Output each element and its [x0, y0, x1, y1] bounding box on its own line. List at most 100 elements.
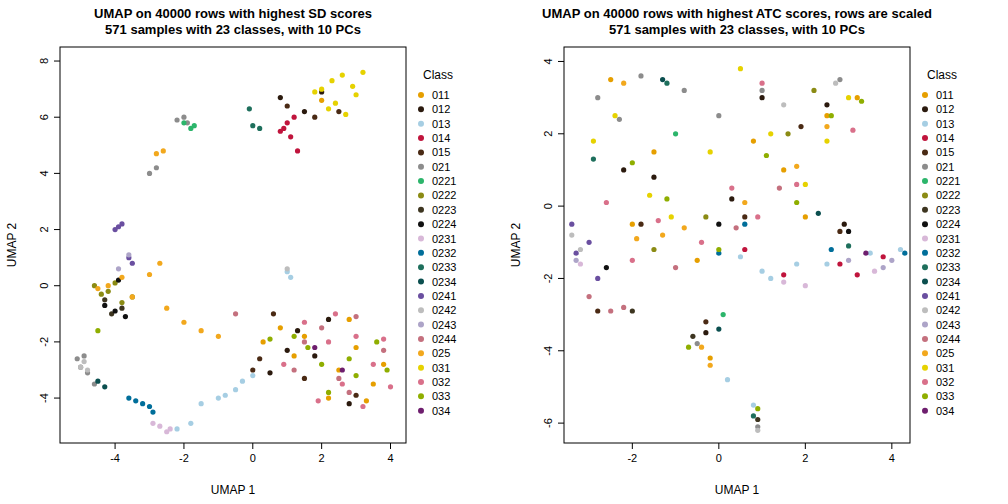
point — [755, 406, 760, 411]
point — [181, 320, 186, 325]
point — [608, 308, 613, 313]
legend-label: 0232 — [936, 247, 960, 259]
point — [794, 182, 799, 187]
plot-frame — [564, 47, 910, 443]
legend-label: 0243 — [936, 319, 960, 331]
point — [350, 84, 355, 89]
legend-swatch — [418, 408, 424, 414]
point — [353, 373, 358, 378]
legend-swatch — [922, 336, 928, 342]
point — [781, 279, 786, 284]
point — [199, 401, 204, 406]
legend-swatch — [418, 221, 424, 227]
legend-label: 0224 — [936, 218, 960, 230]
point — [305, 345, 310, 350]
point — [612, 113, 617, 118]
point — [578, 261, 583, 266]
legend-swatch — [922, 121, 928, 127]
x-axis-label: UMAP 1 — [715, 483, 760, 497]
point — [319, 98, 324, 103]
y-tick-label: 0 — [38, 283, 50, 289]
point — [147, 171, 152, 176]
point — [250, 123, 255, 128]
point — [881, 254, 886, 259]
legend-swatch — [418, 192, 424, 198]
point — [102, 297, 107, 302]
point — [75, 356, 80, 361]
x-tick — [252, 443, 253, 449]
point — [267, 336, 272, 341]
point — [295, 328, 300, 333]
point — [340, 367, 345, 372]
point — [319, 87, 324, 92]
legend-swatch — [922, 307, 928, 313]
point — [781, 272, 786, 277]
point — [326, 106, 331, 111]
point — [381, 362, 386, 367]
point — [755, 214, 760, 219]
figure: UMAP on 40000 rows with highest SD score… — [0, 0, 1008, 504]
point — [621, 167, 626, 172]
point — [660, 232, 665, 237]
point — [708, 355, 713, 360]
point — [833, 81, 838, 86]
point — [759, 95, 764, 100]
point — [721, 312, 726, 317]
x-tick — [183, 443, 184, 449]
legend-label: 0231 — [432, 233, 456, 245]
y-tick — [54, 398, 60, 399]
point — [859, 99, 864, 104]
legend-label: 0232 — [432, 247, 456, 259]
point — [147, 272, 152, 277]
point — [638, 222, 643, 227]
legend-label: 032 — [936, 376, 954, 388]
legend-label: 0234 — [936, 276, 960, 288]
legend-swatch — [418, 279, 424, 285]
point — [112, 308, 117, 313]
point — [285, 266, 290, 271]
point — [106, 283, 111, 288]
point — [353, 314, 358, 319]
point — [751, 138, 756, 143]
legend-swatch — [418, 106, 424, 112]
point — [267, 370, 272, 375]
legend-label: 013 — [936, 118, 954, 130]
y-tick — [54, 117, 60, 118]
legend-swatch — [418, 164, 424, 170]
point — [755, 417, 760, 422]
legend-label: 021 — [936, 161, 954, 173]
point — [794, 200, 799, 205]
point — [846, 229, 851, 234]
point — [621, 81, 626, 86]
legend-label: 021 — [432, 161, 450, 173]
legend-label: 011 — [936, 89, 954, 101]
point — [381, 348, 386, 353]
point — [295, 148, 300, 153]
legend-label: 0221 — [936, 175, 960, 187]
point — [630, 160, 635, 165]
legend-label: 0222 — [432, 189, 456, 201]
point — [126, 395, 131, 400]
point — [347, 356, 352, 361]
point — [574, 258, 579, 263]
y-tick — [54, 61, 60, 62]
point — [586, 240, 591, 245]
legend-label: 0241 — [432, 290, 456, 302]
point — [898, 247, 903, 252]
legend-swatch — [418, 322, 424, 328]
point — [604, 200, 609, 205]
point — [302, 109, 307, 114]
point — [95, 328, 100, 333]
point — [777, 185, 782, 190]
legend-swatch — [922, 264, 928, 270]
legend-title: Class — [423, 68, 453, 82]
point — [81, 359, 86, 364]
subtitle: 571 samples with 23 classes, with 10 PCs — [609, 22, 865, 37]
point — [716, 326, 721, 331]
legend-swatch — [418, 149, 424, 155]
point — [695, 341, 700, 346]
point — [216, 395, 221, 400]
point — [768, 276, 773, 281]
point — [333, 311, 338, 316]
point — [250, 373, 255, 378]
